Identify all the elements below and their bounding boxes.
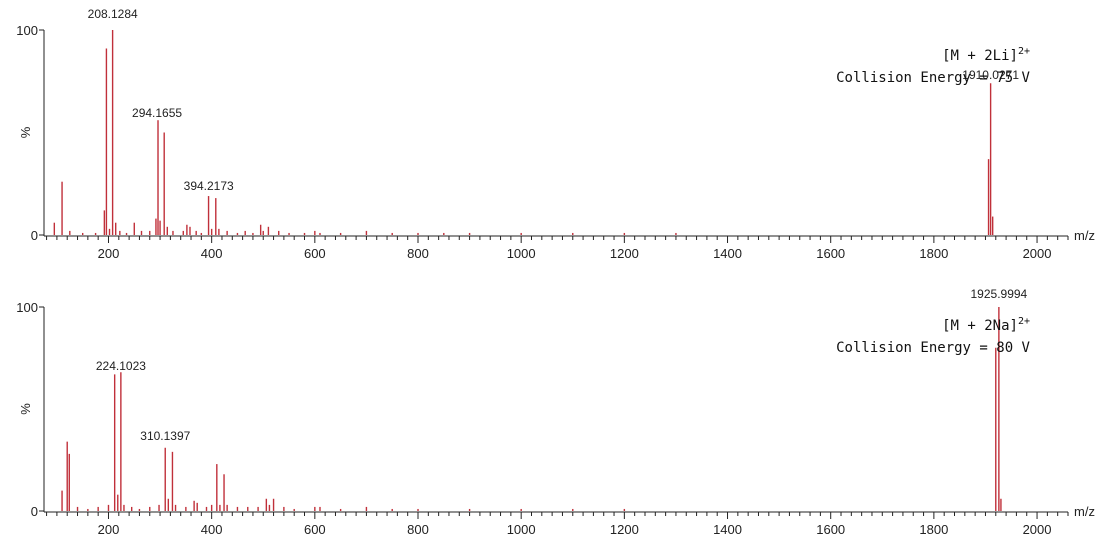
x-tick-label: 1400 xyxy=(713,522,742,537)
x-tick-label: 400 xyxy=(201,246,223,261)
x-tick-label: 1400 xyxy=(713,246,742,261)
y-axis-label: % xyxy=(18,126,33,138)
peak-label: 1910.0271 xyxy=(962,68,1019,82)
x-tick-label: 1800 xyxy=(919,246,948,261)
x-tick-label: 600 xyxy=(304,522,326,537)
x-tick-label: 1200 xyxy=(610,246,639,261)
collision-energy-annotation: Collision Energy = 80 V xyxy=(836,340,1030,356)
x-tick-label: 1800 xyxy=(919,522,948,537)
y-tick-label: 0 xyxy=(31,228,38,243)
x-tick-label: 200 xyxy=(98,246,120,261)
x-axis-label: m/z xyxy=(1074,228,1095,243)
collision-energy-annotation: Collision Energy = 75 V xyxy=(836,70,1030,86)
panel-li: 200 400 600 800 1000 1200 1400 1600 1800 2000 0 100… xyxy=(16,7,1095,261)
peak-label: 294.1655 xyxy=(132,106,182,120)
peak-label: 394.2173 xyxy=(184,179,234,193)
x-tick-label: 1200 xyxy=(610,522,639,537)
x-tick-label: 800 xyxy=(407,522,429,537)
x-tick-label: 1600 xyxy=(816,246,845,261)
x-tick-label: 2000 xyxy=(1023,522,1052,537)
panel-na: 200 400 600 800 1000 1200 1400 1600 1800 2000 0 100… xyxy=(16,287,1095,537)
y-tick-label: 100 xyxy=(16,23,38,38)
x-tick-label: 200 xyxy=(98,522,120,537)
peak-label: 224.1023 xyxy=(96,359,146,373)
peak-label: 1925.9994 xyxy=(971,287,1028,301)
x-tick-label: 800 xyxy=(407,246,429,261)
x-tick-label: 1000 xyxy=(507,246,536,261)
y-tick-label: 0 xyxy=(31,504,38,519)
x-tick-label: 1600 xyxy=(816,522,845,537)
peak-label: 310.1397 xyxy=(140,429,190,443)
x-tick-label: 2000 xyxy=(1023,246,1052,261)
x-tick-label: 1000 xyxy=(507,522,536,537)
ion-annotation: [M + 2Na]2+ xyxy=(942,316,1030,334)
x-tick-label: 600 xyxy=(304,246,326,261)
peak-label: 208.1284 xyxy=(88,7,138,21)
x-axis-label: m/z xyxy=(1074,504,1095,519)
x-tick-label: 400 xyxy=(201,522,223,537)
y-axis-label: % xyxy=(18,403,33,415)
y-tick-label: 100 xyxy=(16,300,38,315)
ion-annotation: [M + 2Li]2+ xyxy=(942,46,1030,64)
